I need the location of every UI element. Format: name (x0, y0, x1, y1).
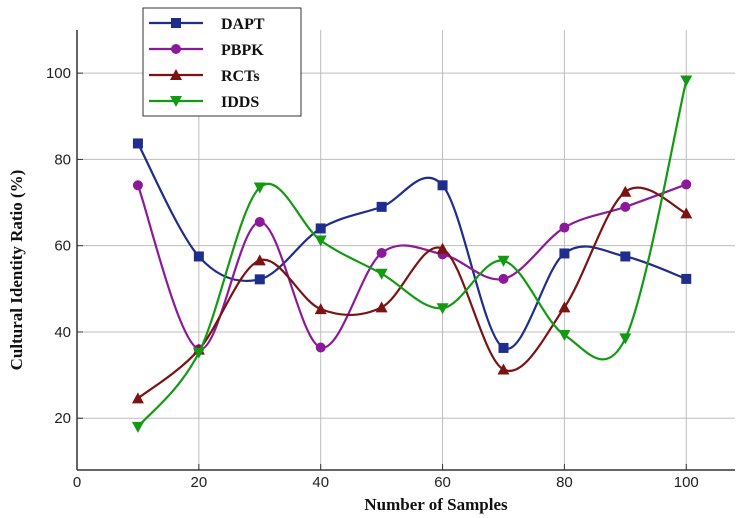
data-point-idds (436, 303, 449, 315)
x-tick-label: 100 (674, 474, 699, 491)
series-pbpk (132, 179, 692, 355)
grid (77, 30, 735, 470)
series-line-rcts (137, 186, 687, 400)
y-tick-label: 100 (46, 65, 71, 82)
y-tick-label: 60 (54, 238, 71, 255)
data-point-idds (619, 333, 632, 345)
data-point-idds (253, 182, 266, 194)
data-point-idds (558, 329, 571, 341)
y-axis-title: Cultural Identity Ratio (%) (7, 170, 26, 371)
data-point-pbpk (315, 342, 326, 353)
legend-marker-idds (170, 96, 182, 107)
x-tick-label: 0 (73, 474, 81, 491)
series-idds (131, 75, 693, 433)
data-point-idds (680, 75, 693, 87)
series-line-idds (137, 80, 688, 428)
data-point-dapt (437, 180, 448, 191)
series-rcts (131, 185, 693, 404)
data-point-dapt (193, 251, 204, 262)
legend-label-rcts: RCTs (221, 68, 260, 85)
data-point-idds (314, 235, 327, 247)
data-point-rcts (619, 185, 632, 197)
data-point-dapt (681, 273, 692, 284)
data-point-rcts (680, 207, 693, 219)
data-point-pbpk (132, 180, 143, 191)
legend-entry-pbpk: PBPK (149, 42, 264, 59)
data-point-dapt (132, 138, 143, 149)
data-point-pbpk (681, 179, 692, 190)
data-point-rcts (436, 242, 449, 254)
data-point-idds (497, 255, 510, 267)
legend-entry-dapt: DAPT (149, 16, 265, 33)
legend-entry-rcts: RCTs (149, 68, 260, 85)
series-line-dapt (136, 142, 687, 350)
data-point-dapt (498, 342, 509, 353)
data-point-pbpk (254, 216, 265, 227)
data-point-rcts (497, 363, 510, 375)
legend-box (142, 7, 302, 117)
x-tick-label: 20 (191, 474, 208, 491)
data-point-dapt (315, 223, 326, 234)
y-tick-label: 40 (54, 324, 71, 341)
legend-marker-dapt (171, 18, 181, 28)
legend-marker-pbpk (171, 44, 181, 54)
series-group (131, 75, 693, 433)
y-tick-label: 20 (54, 410, 71, 427)
data-point-idds (375, 268, 388, 280)
data-point-pbpk (376, 248, 387, 259)
axes: 0 20 40 60 80 100 20 40 60 80 100 (46, 30, 735, 491)
data-point-dapt (254, 274, 265, 285)
data-point-rcts (375, 301, 388, 313)
data-point-pbpk (620, 201, 631, 212)
data-point-idds (131, 421, 144, 433)
legend-label-idds: IDDS (221, 94, 259, 111)
x-tick-label: 80 (556, 474, 573, 491)
data-point-rcts (558, 301, 571, 313)
x-tick-label: 40 (312, 474, 329, 491)
data-point-idds (192, 347, 205, 359)
data-point-dapt (559, 248, 570, 259)
data-point-pbpk (498, 273, 509, 284)
data-point-dapt (376, 201, 387, 212)
x-axis-title: Number of Samples (364, 495, 508, 514)
x-tick-label: 60 (434, 474, 451, 491)
series-dapt (132, 138, 692, 353)
data-point-pbpk (559, 222, 570, 233)
legend-marker-rcts (170, 69, 182, 80)
data-point-rcts (253, 254, 266, 266)
data-point-dapt (620, 251, 631, 262)
y-tick-label: 80 (54, 151, 71, 168)
legend-entry-idds: IDDS (149, 94, 259, 111)
legend-label-pbpk: PBPK (221, 42, 264, 59)
legend: DAPT PBPK RCTs IDDS (142, 7, 302, 117)
data-point-rcts (131, 392, 144, 404)
series-line-pbpk (136, 183, 687, 351)
legend-label-dapt: DAPT (221, 16, 265, 33)
data-point-rcts (314, 303, 327, 315)
